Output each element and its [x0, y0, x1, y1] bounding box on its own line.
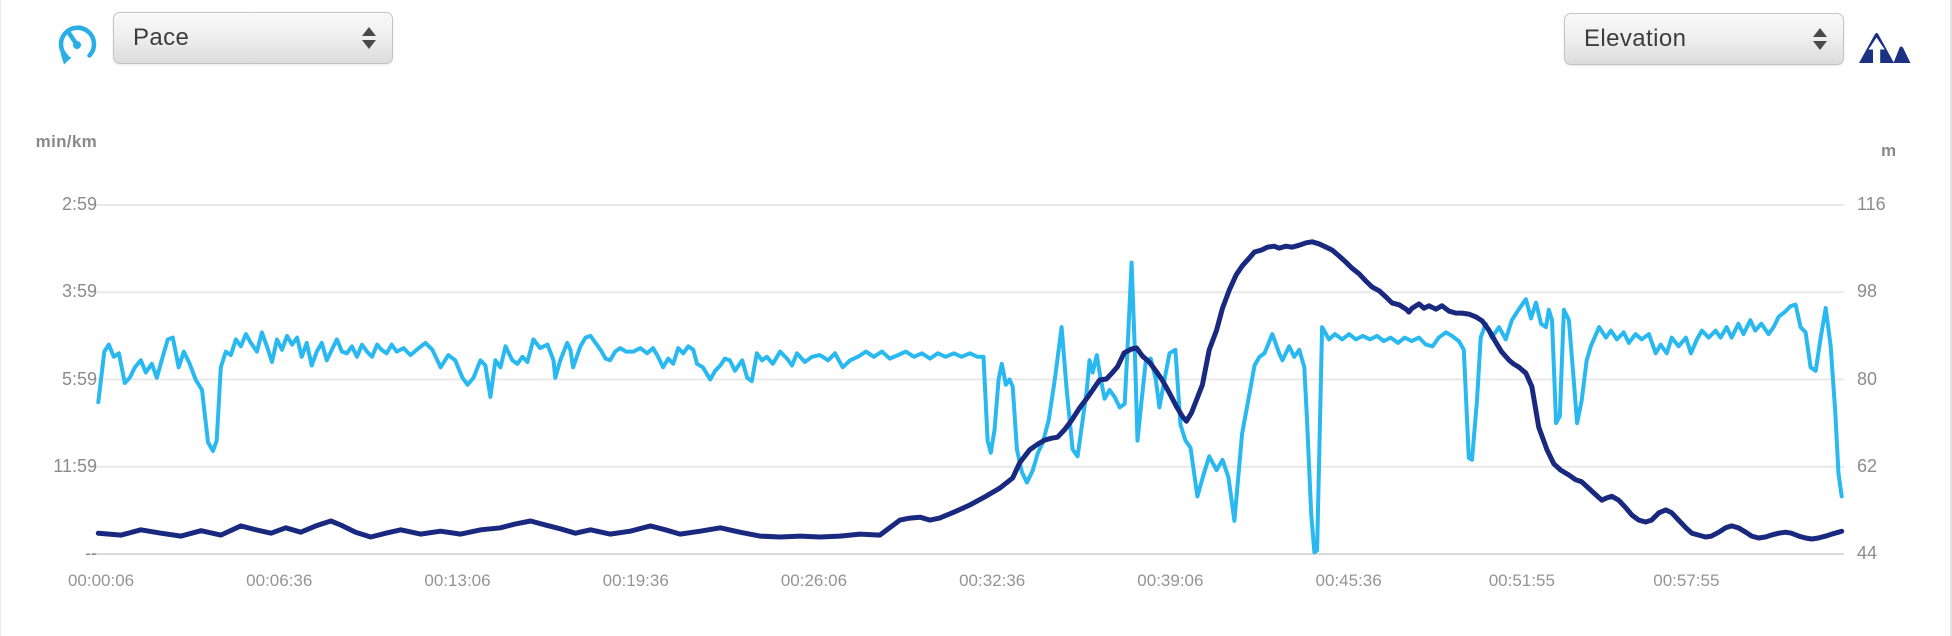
- right-axis-tick-label: 98: [1857, 281, 1878, 302]
- left-axis-title: min/km: [35, 132, 97, 151]
- x-axis-tick-label: 00:26:06: [780, 571, 848, 590]
- left-axis-tick-label: --: [85, 543, 97, 563]
- x-axis-tick-label: 00:57:55: [1653, 571, 1720, 590]
- left-axis-tick-label: 11:59: [53, 455, 97, 476]
- right-axis-title: m: [1881, 141, 1897, 160]
- left-axis-tick-label: 2:59: [61, 194, 97, 214]
- select-arrows-icon: [362, 27, 376, 49]
- elevation-select-value: Elevation: [1584, 25, 1687, 52]
- x-axis-tick-label: 00:06:36: [246, 571, 313, 590]
- left-axis-tick-label: 3:59: [61, 281, 97, 302]
- x-axis-tick-label: 00:13:06: [424, 571, 491, 590]
- x-axis-tick-label: 00:32:36: [959, 571, 1026, 590]
- elevation-line: [95, 239, 1845, 542]
- elevation-metric-select[interactable]: Elevation: [1564, 13, 1844, 65]
- x-axis-tick-label: 00:45:36: [1315, 571, 1382, 590]
- pace-line: [96, 260, 1844, 555]
- gauge-icon: [53, 20, 101, 73]
- right-axis-tick-label: 80: [1857, 368, 1878, 389]
- x-axis-tick-label: 00:39:06: [1137, 571, 1204, 590]
- right-axis-tick-label: 116: [1857, 194, 1886, 214]
- select-arrows-icon: [1813, 28, 1827, 50]
- x-axis-tick-label: 00:51:55: [1488, 571, 1555, 590]
- right-axis-tick-label: 62: [1857, 455, 1878, 476]
- x-axis-tick-label: 00:00:06: [67, 571, 135, 590]
- pace-select-value: Pace: [133, 24, 190, 51]
- left-axis-tick-label: 5:59: [61, 368, 97, 389]
- x-axis-tick-label: 00:19:36: [602, 571, 669, 590]
- mountain-elevation-icon: [1857, 31, 1911, 68]
- pace-metric-select[interactable]: Pace: [113, 12, 393, 64]
- right-axis-tick-label: 44: [1857, 543, 1878, 563]
